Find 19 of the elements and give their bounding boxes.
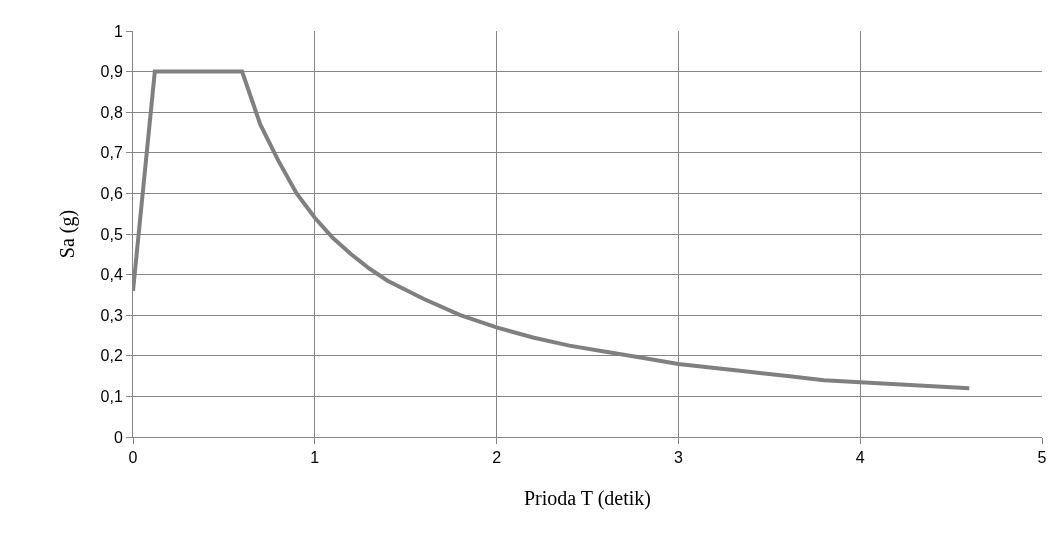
y-tick-label: 0,3 <box>100 306 123 324</box>
x-tick-label: 5 <box>1037 449 1047 467</box>
y-tick-label: 0,7 <box>100 144 123 162</box>
y-tick-label: 0,6 <box>100 185 123 202</box>
y-tick-label: 0 <box>113 428 123 446</box>
x-axis-title: Prioda T (detik) <box>523 486 652 510</box>
y-tick-label: 0,5 <box>100 225 123 243</box>
x-tick-label: 3 <box>673 449 683 467</box>
y-tick-label: 0,1 <box>100 388 123 405</box>
y-tick-label: 0,4 <box>100 266 123 284</box>
x-tick-label: 2 <box>492 449 502 467</box>
y-tick-label: 1 <box>113 22 123 40</box>
x-tick-label: 4 <box>855 449 865 467</box>
y-tick-label: 0,2 <box>100 347 123 365</box>
y-axis-title: Sa (g) <box>56 209 80 259</box>
y-tick-label: 0,9 <box>100 63 123 81</box>
y-tick-label: 0,8 <box>100 103 123 121</box>
x-tick-label: 1 <box>310 449 320 467</box>
x-tick-label: 0 <box>128 449 138 467</box>
